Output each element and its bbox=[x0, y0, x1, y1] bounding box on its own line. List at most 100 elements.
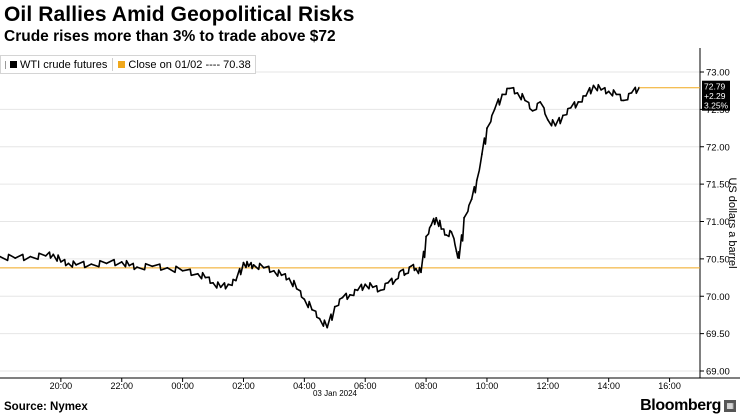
data-point bbox=[75, 264, 77, 266]
data-point bbox=[326, 326, 329, 329]
date-label: 03 Jan 2024 bbox=[313, 389, 358, 398]
data-point bbox=[562, 114, 564, 117]
data-point bbox=[387, 281, 389, 284]
data-point bbox=[615, 93, 618, 96]
data-point bbox=[356, 289, 359, 292]
legend-item-wti[interactable]: WTI crude futures bbox=[5, 59, 107, 71]
data-point bbox=[585, 95, 587, 97]
y-tick-label: 71.50 bbox=[706, 180, 730, 191]
data-point bbox=[399, 269, 402, 272]
legend: WTI crude futures Close on 01/02 ---- 70… bbox=[0, 55, 256, 74]
data-point bbox=[349, 293, 351, 296]
data-point bbox=[430, 224, 433, 227]
legend-divider bbox=[112, 58, 114, 71]
data-point bbox=[318, 317, 321, 320]
data-point bbox=[247, 265, 250, 268]
data-point bbox=[516, 92, 519, 94]
data-point bbox=[90, 263, 93, 265]
data-point bbox=[67, 262, 70, 265]
data-point bbox=[600, 89, 602, 91]
x-tick-label: 08:00 bbox=[415, 381, 438, 391]
brand-name: Bloomberg bbox=[640, 397, 721, 414]
x-axis: 20:00 22:00 00:00 02:00 04:00 06:00 08:00 10:00… bbox=[0, 377, 740, 391]
last-value-box bbox=[702, 80, 730, 111]
data-point bbox=[52, 253, 55, 256]
data-point bbox=[470, 198, 473, 201]
data-point bbox=[524, 99, 526, 102]
legend-item-close[interactable]: Close on 01/02 ---- 70.38 bbox=[118, 59, 251, 71]
data-point bbox=[379, 289, 382, 292]
y-tick-label: 69.50 bbox=[706, 329, 730, 340]
data-point bbox=[29, 255, 32, 258]
data-point bbox=[481, 153, 483, 156]
data-point bbox=[364, 283, 367, 286]
y-axis-label: US dollars a barrel bbox=[726, 177, 738, 268]
data-point bbox=[120, 261, 123, 263]
data-point bbox=[204, 276, 207, 279]
y-tick-label: 70.00 bbox=[706, 292, 730, 303]
data-point bbox=[539, 101, 542, 103]
x-tick-label: 12:00 bbox=[537, 381, 560, 391]
data-point bbox=[105, 262, 108, 265]
data-point bbox=[151, 265, 154, 268]
data-point bbox=[435, 216, 438, 219]
data-point bbox=[445, 234, 448, 236]
chart-title: Oil Rallies Amid Geopolitical Risks bbox=[4, 3, 355, 26]
data-point bbox=[630, 92, 633, 94]
data-point bbox=[44, 255, 47, 257]
chart-badge-icon: ▦ bbox=[724, 400, 736, 412]
chart-subtitle: Crude rises more than 3% to trade above … bbox=[4, 28, 336, 45]
data-point bbox=[14, 257, 17, 259]
reference-swatch-icon bbox=[118, 61, 126, 68]
data-point bbox=[0, 255, 1, 258]
y-tick-label: 72.00 bbox=[706, 142, 730, 153]
data-point bbox=[607, 90, 610, 93]
data-point bbox=[262, 266, 265, 269]
data-point bbox=[136, 266, 138, 268]
x-tick-label: 14:00 bbox=[597, 381, 620, 391]
data-point bbox=[235, 279, 237, 282]
data-point bbox=[404, 272, 407, 275]
data-point bbox=[486, 127, 488, 129]
data-point bbox=[450, 231, 453, 233]
y-tick-label: 71.00 bbox=[706, 217, 730, 228]
data-point bbox=[394, 278, 397, 281]
data-point bbox=[273, 269, 275, 272]
data-point bbox=[60, 261, 62, 263]
data-point bbox=[166, 266, 169, 269]
data-point bbox=[475, 179, 478, 182]
legend-label-wti: WTI crude futures bbox=[20, 58, 108, 71]
pin-icon bbox=[5, 60, 8, 69]
series-swatch-icon bbox=[10, 61, 17, 68]
data-point bbox=[128, 264, 131, 267]
x-tick-label: 00:00 bbox=[171, 381, 194, 391]
data-point bbox=[196, 272, 199, 275]
data-point bbox=[493, 108, 496, 111]
last-value-label: 72.79 bbox=[704, 82, 726, 92]
gridlines bbox=[0, 71, 700, 372]
data-point bbox=[341, 296, 344, 299]
data-point bbox=[415, 267, 417, 270]
data-point bbox=[455, 250, 458, 253]
data-point bbox=[577, 101, 580, 103]
data-point bbox=[463, 216, 465, 219]
data-point bbox=[420, 271, 422, 274]
data-point bbox=[280, 274, 283, 277]
x-tick-label: 22:00 bbox=[110, 381, 133, 391]
data-point bbox=[242, 261, 245, 264]
x-tick-label: 20:00 bbox=[50, 381, 73, 391]
x-tick-label: 16:00 bbox=[658, 381, 681, 391]
data-point bbox=[410, 265, 412, 268]
brand-logo: Bloomberg ▦ bbox=[640, 397, 736, 415]
data-point bbox=[181, 269, 184, 272]
y-tick-label: 70.50 bbox=[706, 254, 730, 265]
data-point bbox=[440, 228, 443, 230]
data-point bbox=[371, 286, 374, 289]
data-point bbox=[458, 257, 460, 259]
data-point bbox=[311, 308, 313, 311]
y-tick-label: 69.00 bbox=[706, 367, 730, 378]
data-point bbox=[531, 110, 534, 112]
data-point bbox=[295, 287, 298, 290]
data-point bbox=[508, 87, 511, 90]
x-tick-label: 10:00 bbox=[476, 381, 499, 391]
